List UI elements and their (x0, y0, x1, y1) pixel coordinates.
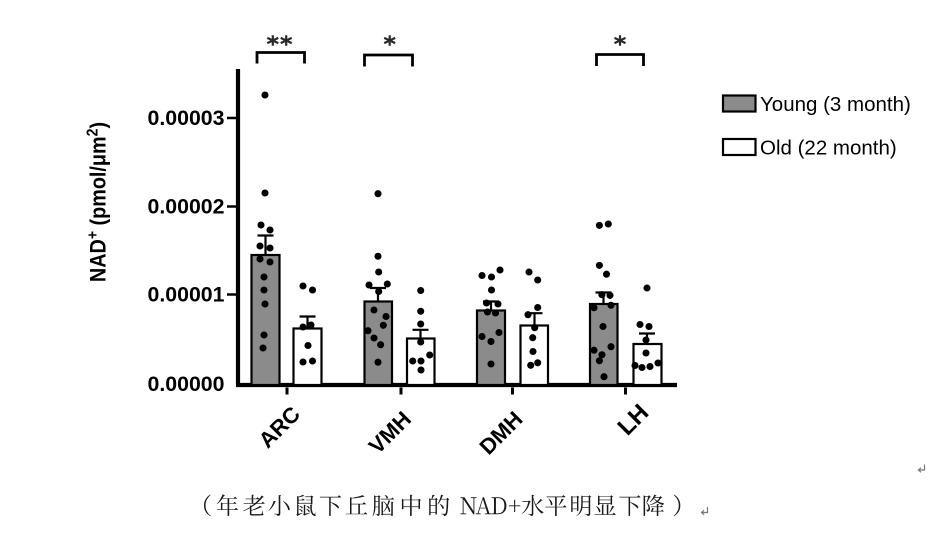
svg-text:NAD+ (pmol/μm2): NAD+ (pmol/μm2) (84, 122, 111, 282)
svg-text:0.00001: 0.00001 (148, 283, 225, 307)
svg-text:Old (22 month): Old (22 month) (760, 137, 897, 160)
svg-text:Young (3 month): Young (3 month) (760, 93, 911, 116)
svg-text:0.00002: 0.00002 (148, 195, 225, 219)
svg-text:0.00003: 0.00003 (148, 106, 225, 130)
svg-text:0.00000: 0.00000 (148, 372, 225, 396)
